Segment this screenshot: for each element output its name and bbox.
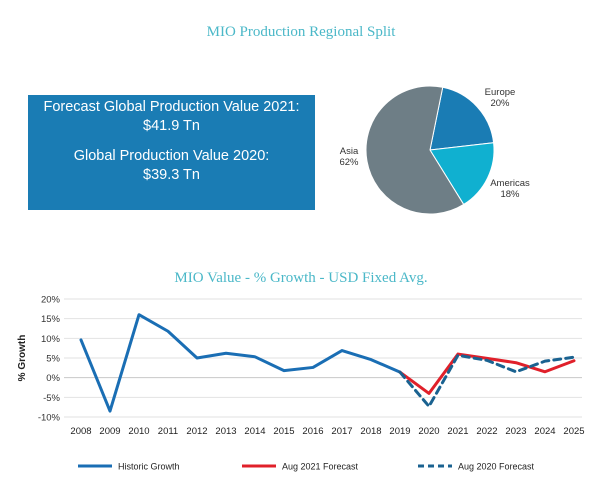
x-tick-label: 2008 xyxy=(70,426,91,437)
series-line-0 xyxy=(79,313,402,413)
x-tick-label: 2019 xyxy=(389,426,410,437)
pie-slice-europe xyxy=(429,86,495,151)
x-tick-label: 2024 xyxy=(534,426,555,437)
series-line-1 xyxy=(398,352,576,395)
y-tick-label: 15% xyxy=(41,314,61,325)
series-line-2 xyxy=(398,353,576,408)
x-tick-label: 2013 xyxy=(215,426,236,437)
x-tick-label: 2017 xyxy=(331,426,352,437)
forecast-value: $41.9 Tn xyxy=(143,118,200,134)
legend-label-1: Aug 2021 Forecast xyxy=(282,462,359,472)
pie-value-asia: 62% xyxy=(339,157,359,168)
x-tick-label: 2022 xyxy=(476,426,497,437)
y-tick-label: 0% xyxy=(46,373,60,384)
pie-label-asia: Asia xyxy=(340,146,359,157)
x-tick-label: 2009 xyxy=(99,426,120,437)
production-value-box: Forecast Global Production Value 2021: $… xyxy=(28,95,315,210)
y-tick-label: -5% xyxy=(43,393,60,404)
x-tick-label: 2023 xyxy=(505,426,526,437)
forecast-label: Forecast Global Production Value 2021: xyxy=(43,99,300,115)
y-tick-label: 10% xyxy=(41,334,61,345)
current-value: $39.3 Tn xyxy=(143,167,200,183)
pie-slice-americas xyxy=(429,142,495,206)
pie-value-europe: 20% xyxy=(490,98,510,109)
y-tick-label: -10% xyxy=(38,413,61,424)
x-tick-label: 2016 xyxy=(302,426,323,437)
legend-label-2: Aug 2020 Forecast xyxy=(458,462,535,472)
x-tick-label: 2014 xyxy=(244,426,265,437)
x-tick-label: 2015 xyxy=(273,426,294,437)
x-tick-label: 2011 xyxy=(158,426,178,437)
current-label: Global Production Value 2020: xyxy=(73,148,270,164)
x-tick-label: 2025 xyxy=(563,426,584,437)
x-tick-label: 2018 xyxy=(360,426,381,437)
pie-value-americas: 18% xyxy=(500,189,520,200)
pie-label-europe: Europe xyxy=(485,87,516,98)
x-tick-label: 2010 xyxy=(128,426,149,437)
y-tick-label: 5% xyxy=(46,354,60,365)
pie-chart-title: MIO Production Regional Split xyxy=(206,24,396,40)
legend-label-0: Historic Growth xyxy=(118,462,180,472)
pie-label-americas: Americas xyxy=(490,178,530,189)
pie-slice-asia xyxy=(365,85,465,215)
x-tick-label: 2012 xyxy=(186,426,207,437)
y-tick-label: 20% xyxy=(41,295,61,306)
y-axis-label: % Growth xyxy=(17,335,28,382)
x-tick-label: 2021 xyxy=(447,426,468,437)
line-chart-title: MIO Value - % Growth - USD Fixed Avg. xyxy=(174,270,428,286)
x-tick-label: 2020 xyxy=(418,426,439,437)
